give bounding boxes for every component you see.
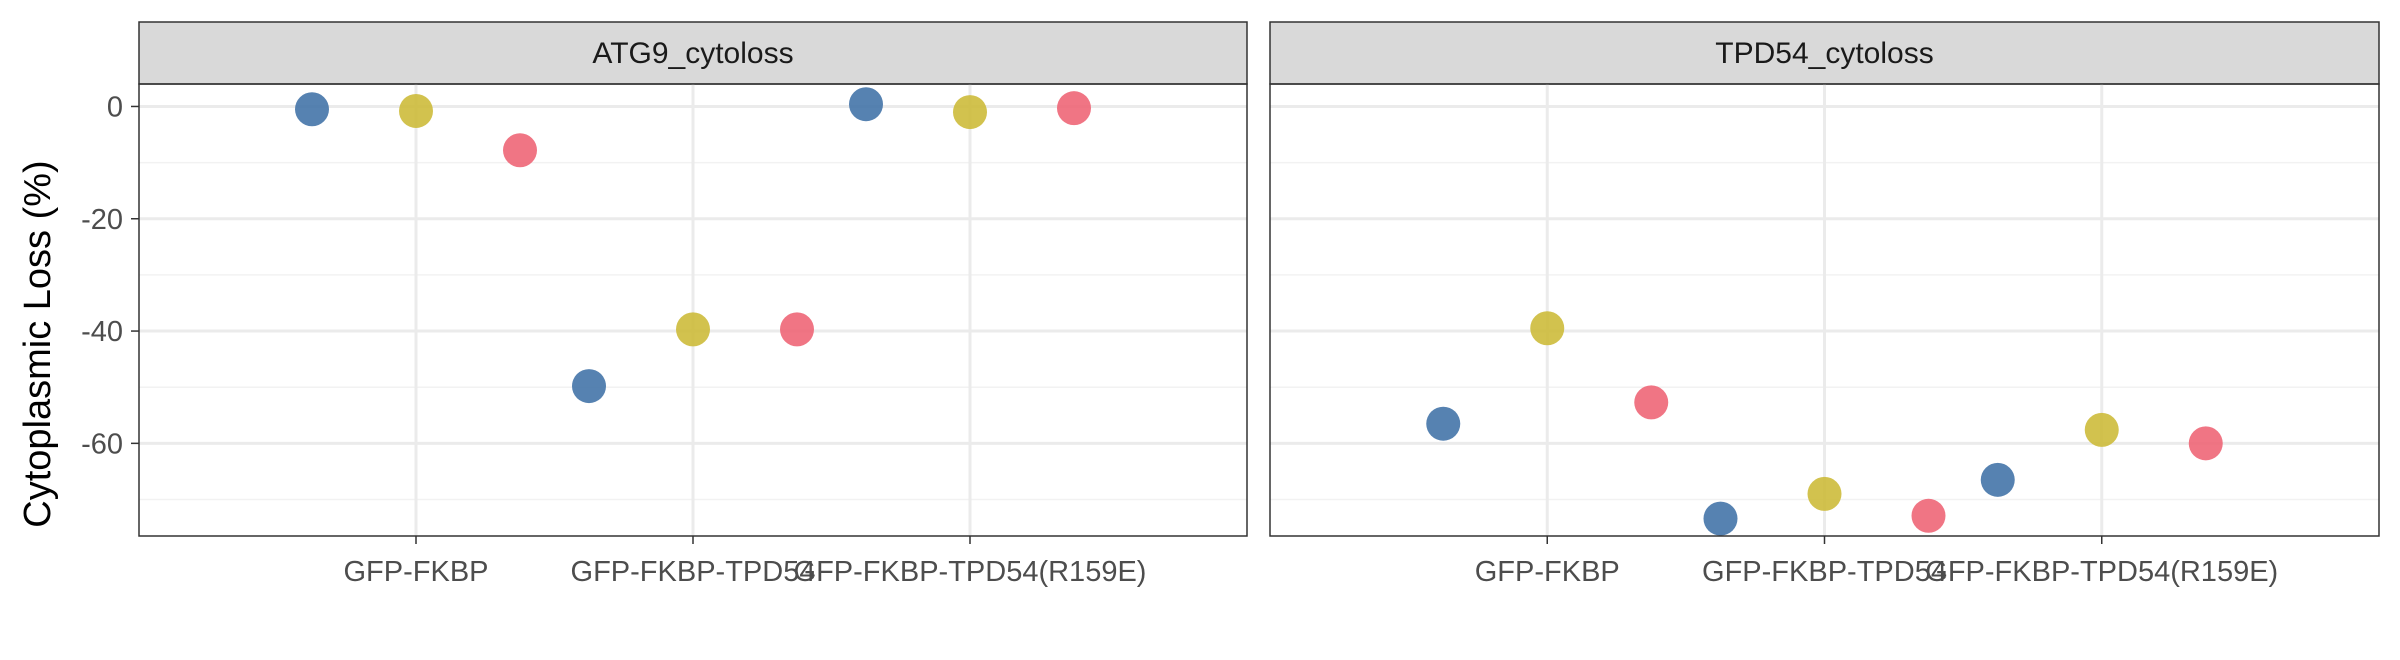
y-tick-label: -20 [81, 204, 123, 236]
data-point [503, 133, 537, 168]
data-point [1426, 406, 1461, 441]
data-point [849, 87, 883, 122]
data-point [572, 369, 606, 404]
data-point [2084, 412, 2119, 447]
strip-background [1269, 21, 2380, 85]
data-point [676, 312, 710, 347]
strip-background [138, 21, 1248, 85]
strip-title: ATG9_cytoloss [592, 37, 793, 70]
x-tick-label: GFP-FKBP-TPD54(R159E) [1925, 556, 2278, 588]
x-tick-label: GFP-FKBP-TPD54 [1702, 556, 1947, 588]
x-tick-label: GFP-FKBP [343, 556, 488, 588]
data-point [295, 92, 329, 127]
x-tick-label: GFP-FKBP-TPD54 [571, 556, 816, 588]
data-point [1057, 91, 1091, 126]
data-point [1911, 498, 1946, 533]
y-axis-title: Cytoplasmic Loss (%) [17, 160, 59, 527]
x-tick-label: GFP-FKBP [1475, 556, 1620, 588]
data-point [1634, 385, 1669, 420]
data-point [399, 93, 433, 128]
panel-TPD54_cytoloss: TPD54_cytoloss GFP-FKBP GFP-FKBP-TPD54GFP-… [1269, 21, 2380, 588]
strip-title: TPD54_cytoloss [1715, 37, 1933, 70]
y-tick-label: -60 [81, 428, 123, 460]
data-point [1807, 476, 1842, 511]
data-point [953, 95, 987, 130]
x-tick-label: GFP-FKBP-TPD54(R159E) [794, 556, 1147, 588]
data-point [2188, 426, 2223, 461]
data-point [1530, 311, 1565, 346]
data-point [1703, 501, 1738, 536]
data-point [780, 312, 814, 347]
y-tick-label: -40 [81, 316, 123, 348]
data-point [1980, 462, 2015, 497]
panel-ATG9_cytoloss: ATG9_cytoloss GFP-FKBP GFP-FKBP-TPD54GFP-F… [81, 21, 1248, 588]
y-tick-label: 0 [107, 91, 123, 123]
